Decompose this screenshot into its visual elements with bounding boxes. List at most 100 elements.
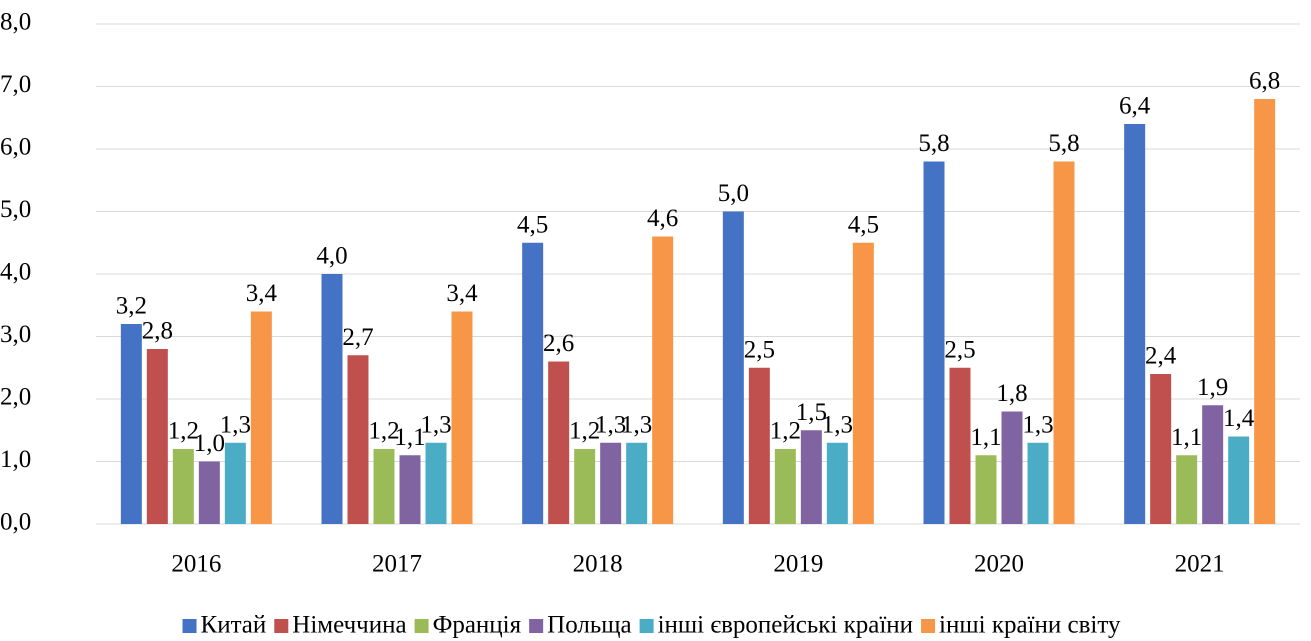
bar [1150,374,1172,524]
data-label: 1,3 [1022,411,1053,438]
data-label: 4,5 [517,211,548,238]
legend-swatch [182,619,197,633]
legend-swatch [274,619,289,633]
data-label: 2,6 [543,330,574,357]
bar [626,442,648,524]
bar [1124,124,1146,524]
bar [198,461,220,524]
data-label: 6,8 [1249,68,1280,95]
bar [224,442,246,524]
data-label: 1,9 [1197,374,1228,401]
data-label: 2,8 [142,318,173,345]
data-label: 1,2 [569,418,600,445]
data-label: 1,2 [770,418,801,445]
legend-label: інші країни світу [939,612,1121,639]
x-tick-label: 2018 [573,551,623,578]
bar [574,449,596,524]
bar [1228,436,1250,524]
bar [1001,411,1023,524]
data-label: 4,5 [848,211,879,238]
bar [1202,405,1224,524]
data-label: 1,5 [796,399,827,426]
y-tick-label: 3,0 [0,321,31,348]
legend-label: Китай [201,612,267,639]
data-label: 2,5 [944,336,975,363]
bar [425,442,447,524]
data-label: 1,2 [168,418,199,445]
data-label: 4,6 [647,205,678,232]
bar [1053,161,1075,524]
data-label: 1,0 [194,430,225,457]
x-tick-label: 2020 [974,551,1024,578]
data-label: 1,3 [220,411,251,438]
data-label: 1,2 [368,418,399,445]
bar [748,367,770,524]
data-label: 5,0 [718,180,749,207]
bar [1176,455,1198,524]
bar [522,242,544,524]
data-label: 1,1 [1171,424,1202,451]
data-label: 5,8 [1048,130,1079,157]
bar [949,367,971,524]
data-label: 2,5 [744,336,775,363]
data-label: 2,4 [1145,343,1177,370]
legend-swatch [529,619,544,633]
y-tick-label: 5,0 [0,196,31,223]
data-label: 5,8 [918,130,949,157]
data-label: 6,4 [1119,93,1151,120]
bar [172,449,194,524]
x-tick-label: 2021 [1175,551,1225,578]
x-tick-label: 2016 [171,551,221,578]
data-label: 3,2 [116,293,147,320]
data-label: 1,8 [996,380,1027,407]
y-tick-label: 1,0 [0,446,31,473]
bar [451,311,473,524]
bar [250,311,272,524]
bar [722,211,744,524]
bar [548,361,570,524]
data-label: 3,4 [246,280,278,307]
bar [975,455,997,524]
data-label: 1,1 [970,424,1001,451]
y-tick-label: 6,0 [0,134,31,161]
bar [800,430,822,524]
legend-label: інші європейські країни [658,612,913,639]
bar [1254,99,1276,524]
bar [826,442,848,524]
legend-swatch [414,619,429,633]
bar [347,355,369,524]
data-label: 1,3 [621,411,652,438]
bar [852,242,874,524]
bar [600,442,622,524]
bar [321,274,343,524]
y-tick-label: 8,0 [0,9,31,36]
bar [120,324,142,524]
bar [146,349,168,524]
data-label: 1,3 [420,411,451,438]
data-label: 3,4 [446,280,478,307]
bar [373,449,395,524]
y-tick-label: 7,0 [0,71,31,98]
bar [774,449,796,524]
legend-label: Франція [433,612,522,639]
data-label: 1,4 [1223,405,1255,432]
y-tick-label: 4,0 [0,259,31,286]
legend-swatch [921,619,936,633]
legend-label: Польща [547,612,631,639]
legend-label: Німеччина [292,612,406,639]
bar [923,161,945,524]
legend-swatch [639,619,654,633]
data-label: 2,7 [342,324,373,351]
y-tick-label: 2,0 [0,384,31,411]
data-label: 1,3 [822,411,853,438]
data-label: 1,3 [595,411,626,438]
data-label: 1,1 [394,424,425,451]
data-label: 4,0 [316,243,347,270]
bar [652,236,674,524]
x-tick-label: 2017 [372,551,422,578]
bar [399,455,421,524]
y-tick-label: 0,0 [0,509,31,536]
bar [1027,442,1049,524]
x-tick-label: 2019 [773,551,823,578]
